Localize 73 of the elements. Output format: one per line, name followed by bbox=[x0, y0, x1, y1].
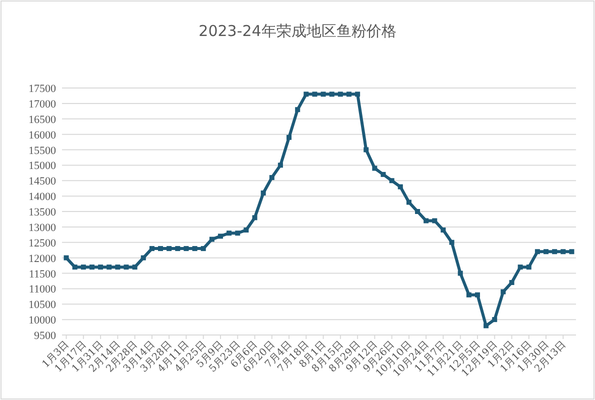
point bbox=[140, 255, 146, 260]
point bbox=[380, 172, 386, 177]
point bbox=[72, 264, 78, 270]
point bbox=[295, 107, 300, 112]
y-tick-label: 14000 bbox=[28, 191, 56, 204]
point bbox=[509, 280, 514, 286]
point bbox=[440, 228, 446, 233]
point bbox=[372, 166, 378, 171]
y-tick-label: 13000 bbox=[28, 222, 56, 234]
point bbox=[338, 92, 343, 97]
point bbox=[526, 264, 532, 270]
point bbox=[544, 249, 549, 254]
point bbox=[424, 218, 429, 224]
point bbox=[124, 264, 129, 270]
point bbox=[534, 249, 540, 254]
y-tick-label: 12000 bbox=[28, 252, 56, 265]
y-tick-label: 13500 bbox=[28, 206, 56, 218]
y-tick-label: 9500 bbox=[34, 330, 56, 342]
chart-title: 2023-24年荣成地区鱼粉价格 bbox=[198, 22, 396, 40]
y-tick-label: 17500 bbox=[28, 83, 56, 95]
point bbox=[329, 92, 334, 97]
point bbox=[304, 92, 309, 97]
point bbox=[244, 228, 249, 233]
point bbox=[560, 249, 566, 254]
point bbox=[449, 240, 454, 245]
point bbox=[80, 264, 86, 270]
point bbox=[260, 190, 266, 196]
point bbox=[552, 249, 558, 254]
point bbox=[269, 175, 274, 180]
point bbox=[320, 92, 326, 97]
point bbox=[218, 234, 223, 239]
point bbox=[406, 200, 412, 205]
point bbox=[278, 162, 283, 168]
point bbox=[500, 289, 506, 294]
point bbox=[466, 292, 472, 298]
point bbox=[484, 323, 489, 328]
y-tick-label: 12500 bbox=[28, 237, 56, 250]
point bbox=[569, 249, 574, 254]
y-tick-label: 15500 bbox=[28, 144, 56, 157]
y-tick-label: 16000 bbox=[28, 129, 56, 142]
y-tick-label: 14500 bbox=[28, 176, 56, 188]
point bbox=[415, 209, 420, 214]
y-tick-label: 10500 bbox=[28, 299, 56, 312]
point bbox=[312, 92, 318, 97]
point bbox=[252, 215, 258, 220]
point bbox=[209, 236, 214, 242]
point bbox=[98, 264, 104, 270]
point bbox=[398, 184, 403, 190]
point bbox=[458, 270, 463, 276]
point bbox=[200, 246, 206, 252]
point bbox=[149, 246, 154, 252]
y-tick-label: 16500 bbox=[28, 114, 56, 126]
point bbox=[64, 255, 69, 260]
y-tick-label: 10000 bbox=[28, 314, 56, 327]
point bbox=[346, 92, 352, 97]
point bbox=[235, 230, 240, 236]
point bbox=[364, 147, 369, 152]
point bbox=[132, 264, 138, 270]
y-tick-label: 15000 bbox=[28, 160, 56, 172]
point bbox=[492, 317, 498, 322]
point bbox=[106, 264, 112, 270]
point bbox=[286, 134, 292, 140]
point bbox=[226, 230, 232, 236]
point bbox=[518, 264, 523, 270]
point bbox=[355, 92, 360, 97]
point bbox=[432, 218, 438, 224]
point bbox=[89, 264, 94, 270]
point bbox=[115, 264, 120, 270]
y-tick-label: 17000 bbox=[28, 98, 56, 110]
point bbox=[389, 178, 394, 184]
y-tick-label: 11500 bbox=[28, 268, 56, 280]
point bbox=[474, 292, 480, 298]
y-tick-label: 11000 bbox=[28, 284, 56, 296]
